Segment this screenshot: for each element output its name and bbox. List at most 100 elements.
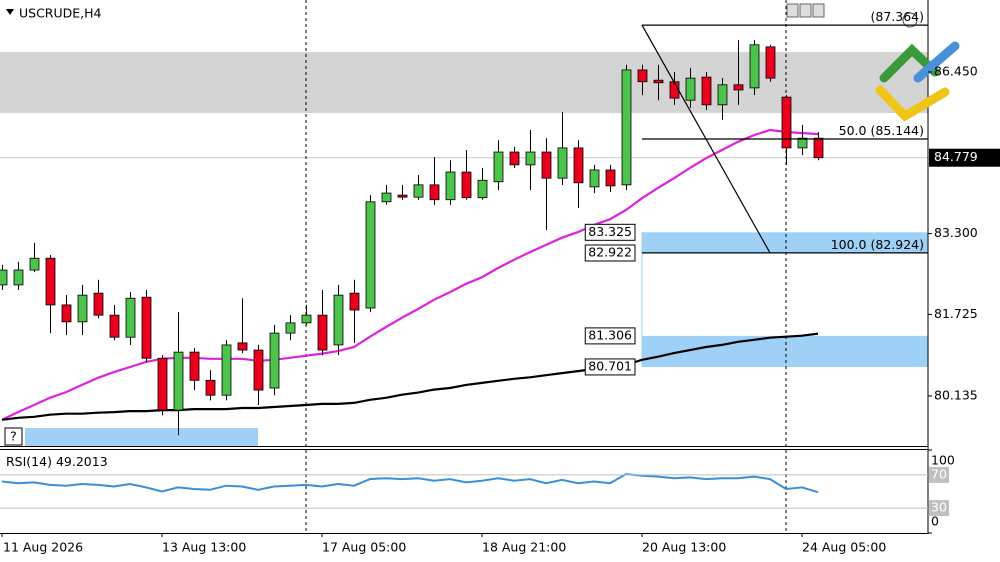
candle-body	[349, 292, 360, 311]
candle-body	[525, 151, 536, 166]
level-label: 82.922	[584, 244, 636, 262]
candle-body	[141, 296, 152, 359]
candle-body	[541, 151, 552, 179]
rsi-level-box	[929, 500, 949, 517]
y-tick-label: 83.300	[934, 225, 978, 240]
level-box	[642, 232, 928, 253]
zones	[0, 0, 928, 533]
candle-body	[237, 342, 248, 351]
moving-average	[1, 332, 819, 421]
x-tick-label: 20 Aug 13:00	[642, 540, 726, 555]
zone	[25, 428, 258, 446]
y-tick-label: 70	[931, 466, 947, 481]
fib-level-label: 100.0	[831, 236, 867, 251]
current-price-box	[929, 148, 1000, 167]
fib-price-label: (87.364)	[871, 9, 925, 24]
candle-body	[733, 84, 744, 91]
level-label: 81.306	[584, 327, 636, 345]
help-button[interactable]	[4, 427, 23, 446]
menu-arrow[interactable]	[6, 9, 14, 15]
candle-body	[173, 351, 184, 411]
rsi-name: RSI(14)	[6, 454, 52, 469]
candle-body	[317, 314, 328, 351]
y-tick-label: 81.725	[934, 306, 978, 321]
fib-price-label: (82.924)	[871, 236, 925, 251]
candle-body	[13, 269, 24, 286]
logo	[875, 41, 960, 122]
candle-body	[269, 332, 280, 389]
chart-title: USCRUDE,H4	[19, 6, 102, 21]
candle-body	[253, 349, 264, 391]
x-tick-label: 17 Aug 05:00	[322, 540, 406, 555]
candle-body	[189, 351, 200, 381]
toolbar-icon[interactable]	[812, 3, 825, 18]
y-tick-label: 86.450	[934, 63, 978, 78]
level-label-text: 81.306	[588, 327, 632, 342]
candle-body	[45, 257, 56, 306]
x-tick-label: 24 Aug 05:00	[802, 540, 886, 555]
y-tick-label: 80.135	[934, 387, 978, 402]
candle-body	[701, 76, 712, 106]
rsi-value: 49.2013	[56, 454, 108, 469]
candle-body	[109, 314, 120, 338]
level-label-box	[584, 244, 636, 262]
candle-body	[429, 184, 440, 201]
candle-body	[381, 192, 392, 203]
toolbar-icon[interactable]	[902, 12, 918, 28]
rsi-level-box	[929, 466, 949, 483]
rsi-line	[1, 473, 819, 494]
candle-body	[397, 194, 408, 198]
candle-body	[605, 169, 616, 187]
help-label[interactable]: ?	[10, 429, 17, 444]
moving-average	[1, 128, 819, 421]
candle-body	[637, 69, 648, 83]
candle-body	[509, 151, 520, 166]
candle-body	[781, 96, 792, 149]
candle-body	[29, 257, 40, 271]
candle-body	[461, 171, 472, 199]
candle-body	[77, 294, 88, 323]
y-tick-label: 0	[931, 514, 939, 529]
level-label-text: 82.922	[588, 244, 632, 259]
candle-body	[413, 184, 424, 198]
fib-price-label: (85.144)	[871, 122, 925, 137]
candle-body	[573, 147, 584, 184]
candle-body	[669, 81, 680, 99]
candle-body	[93, 292, 104, 316]
level-label: 83.325	[584, 223, 636, 241]
y-tick-label: 30	[931, 500, 947, 515]
x-tick-label: 13 Aug 13:00	[162, 540, 246, 555]
rsi-title: RSI(14) 49.2013	[6, 454, 108, 469]
level-label-box	[584, 358, 636, 376]
fib-level-label: 50.0	[839, 122, 867, 137]
candle-body	[685, 77, 696, 101]
candle-body	[557, 147, 568, 179]
candle-body	[717, 84, 728, 106]
candle-body	[653, 79, 664, 84]
level-label: 80.701	[584, 358, 636, 376]
candle-body	[301, 314, 312, 324]
candle-body	[61, 304, 72, 323]
fib-label: 100.0 (82.924)	[831, 236, 924, 251]
candle-body	[589, 169, 600, 188]
candle-body	[813, 137, 824, 159]
candle-body	[493, 151, 504, 183]
y-tick-label: 100	[931, 453, 955, 468]
candle-body	[621, 69, 632, 186]
candle-body	[765, 46, 776, 79]
toolbar-icon[interactable]	[799, 3, 812, 18]
toolbar-icon[interactable]	[786, 3, 799, 18]
candle-body	[477, 179, 488, 199]
candle-body	[445, 171, 456, 201]
candle-body	[749, 44, 760, 89]
candle-body	[157, 357, 168, 411]
fib-label: (87.364)	[871, 9, 925, 24]
candle-body	[125, 297, 136, 338]
plot	[0, 40, 824, 494]
candle-body	[333, 294, 344, 346]
x-tick-label: 18 Aug 21:00	[482, 540, 566, 555]
candle-body	[205, 379, 216, 396]
level-box	[642, 335, 928, 367]
